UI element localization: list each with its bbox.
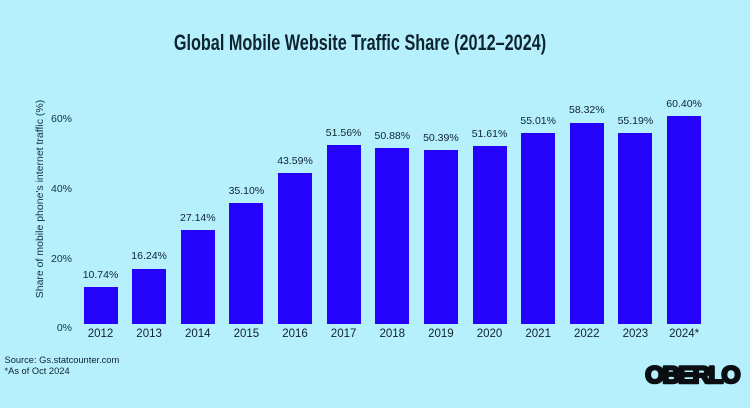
svg-text:OBERLO: OBERLO: [645, 362, 740, 387]
